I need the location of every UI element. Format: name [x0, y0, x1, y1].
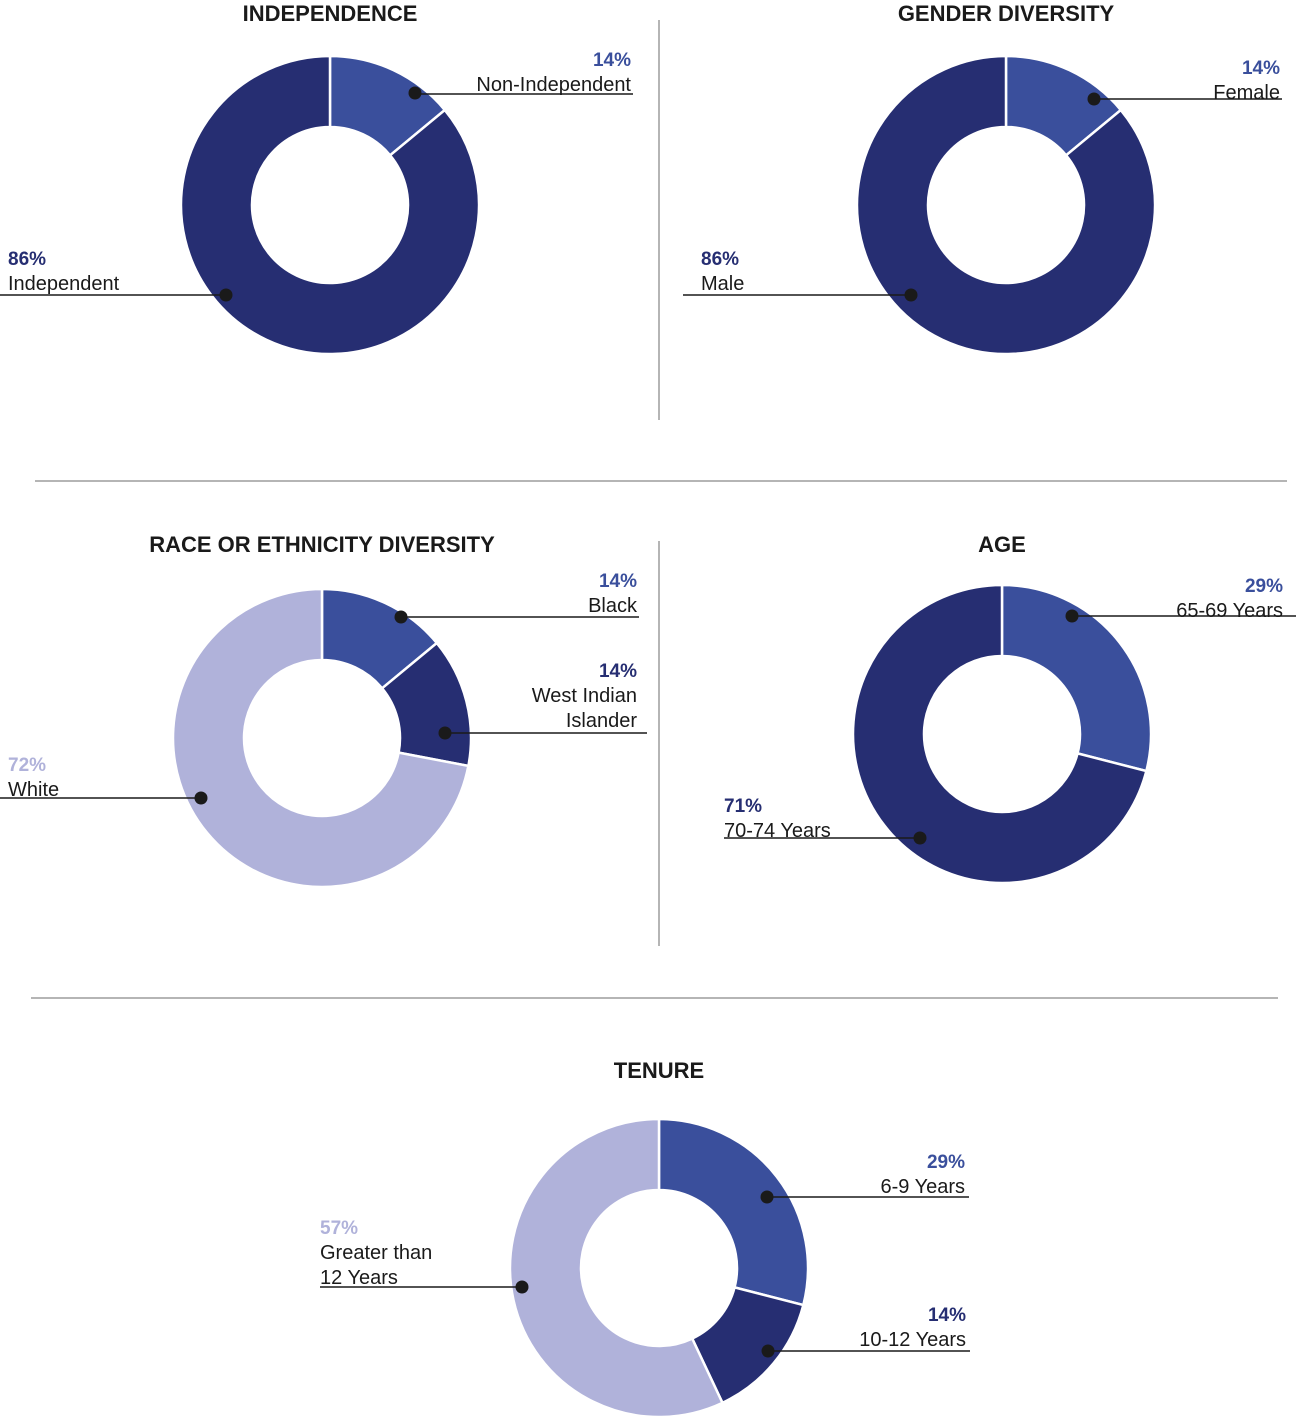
leader-dot-race-west-indian-islander	[438, 726, 452, 740]
pct-label-gender-female: 14%	[1242, 58, 1280, 79]
category-label-gender-male: Male	[701, 273, 744, 295]
pct-label-age-65-69-years: 29%	[1245, 576, 1283, 597]
category-label-tenure-10-12-years: 10-12 Years	[859, 1329, 966, 1351]
category-label-race-black: Black	[588, 595, 638, 617]
category-label-age-70-74-years: 70-74 Years	[724, 820, 831, 842]
donut-rings	[171, 54, 1157, 1419]
pct-label-independence-non-independent: 14%	[593, 50, 631, 71]
pct-label-race-west-indian-islander: 14%	[599, 661, 637, 682]
chart-title-race: RACE OR ETHNICITY DIVERSITY	[149, 532, 495, 557]
category-label-age-65-69-years: 65-69 Years	[1176, 600, 1283, 622]
donut-slice-gender-male	[855, 54, 1157, 356]
donut-slice-age-65-69-years	[1000, 583, 1153, 773]
category-label-tenure-greater-than-12-years: 12 Years	[320, 1267, 398, 1289]
chart-title-tenure: TENURE	[614, 1058, 704, 1083]
donut-slice-race-white	[171, 587, 470, 889]
pct-label-tenure-greater-than-12-years: 57%	[320, 1218, 358, 1239]
leader-dot-gender-female	[1087, 92, 1101, 106]
pct-label-gender-male: 86%	[701, 249, 739, 270]
leader-dot-independence-non-independent	[408, 86, 422, 100]
donut-slice-age-70-74-years	[851, 583, 1148, 885]
chart-title-age: AGE	[978, 532, 1026, 557]
category-label-independence-non-independent: Non-Independent	[476, 74, 631, 96]
leader-dot-age-70-74-years	[913, 831, 927, 845]
donut-slice-independence-independent	[179, 54, 481, 356]
leader-dot-independence-independent	[219, 288, 233, 302]
pct-label-race-black: 14%	[599, 571, 637, 592]
chart-title-independence: INDEPENDENCE	[243, 1, 418, 26]
category-label-tenure-greater-than-12-years: Greater than	[320, 1242, 432, 1264]
pct-label-race-white: 72%	[8, 755, 46, 776]
leader-dot-tenure-greater-than-12-years	[515, 1280, 529, 1294]
category-label-race-west-indian-islander: West Indian	[532, 685, 637, 707]
category-label-independence-independent: Independent	[8, 273, 120, 295]
category-label-race-west-indian-islander: Islander	[566, 710, 637, 732]
leader-dot-race-white	[194, 791, 208, 805]
leader-dot-age-65-69-years	[1065, 609, 1079, 623]
leader-dot-tenure-10-12-years	[761, 1344, 775, 1358]
pct-label-tenure-10-12-years: 14%	[928, 1305, 966, 1326]
leader-dot-gender-male	[904, 288, 918, 302]
donut-slice-tenure-greater-than-12-years	[508, 1117, 725, 1419]
leader-dot-race-black	[394, 610, 408, 624]
pct-label-tenure-6-9-years: 29%	[927, 1152, 965, 1173]
category-label-race-white: White	[8, 779, 59, 801]
category-label-gender-female: Female	[1213, 82, 1280, 104]
pct-label-age-70-74-years: 71%	[724, 796, 762, 817]
leader-dot-tenure-6-9-years	[760, 1190, 774, 1204]
pct-label-independence-independent: 86%	[8, 249, 46, 270]
category-label-tenure-6-9-years: 6-9 Years	[880, 1176, 965, 1198]
donut-slice-tenure-6-9-years	[657, 1117, 810, 1307]
chart-title-gender: GENDER DIVERSITY	[898, 1, 1115, 26]
donut-callouts: 14% Non-Independent 86% Independent 14% Femal…	[0, 50, 1296, 1358]
